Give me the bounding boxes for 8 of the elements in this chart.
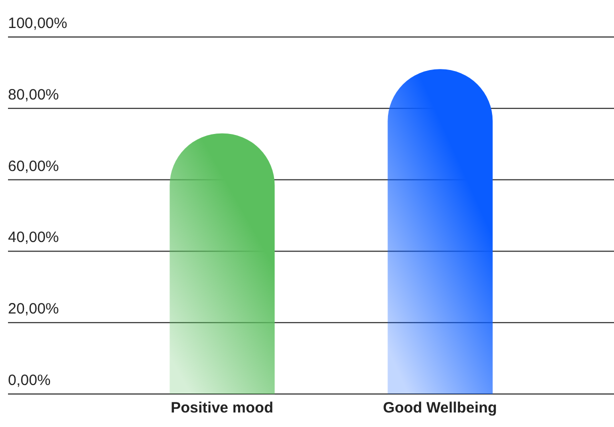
y-tick-label: 20,00% [8, 300, 59, 318]
y-tick-label: 80,00% [8, 86, 59, 104]
y-tick-label: 100,00% [8, 15, 68, 32]
x-tick-label: Positive mood [170, 400, 274, 417]
x-tick-label: Good Wellbeing [383, 400, 497, 417]
y-tick-label: 0,00% [8, 372, 51, 389]
y-tick-label: 40,00% [8, 229, 59, 246]
y-tick-label: 60,00% [8, 158, 59, 175]
